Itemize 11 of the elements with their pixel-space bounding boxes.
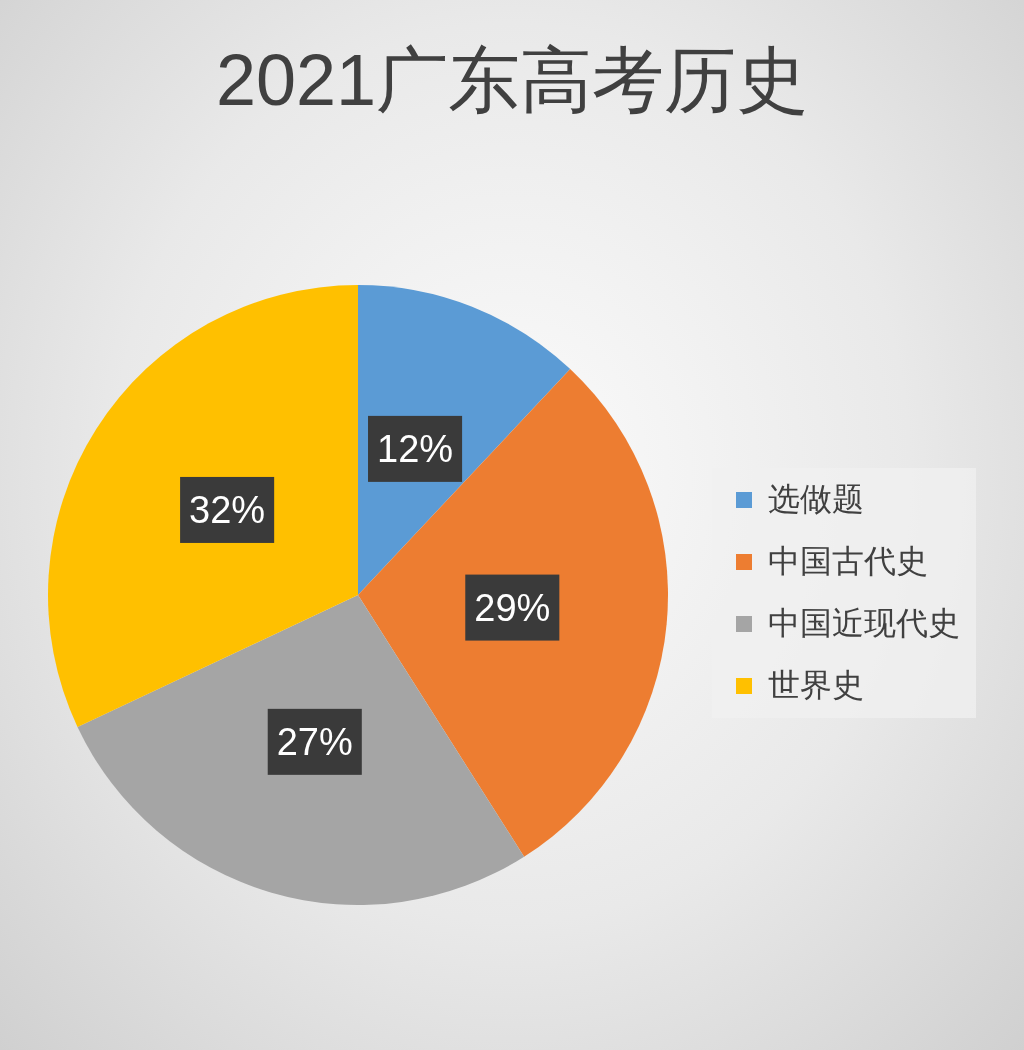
- data-label: 27%: [276, 720, 353, 763]
- pie-slice: [358, 369, 668, 857]
- legend-label: 选做题: [768, 481, 864, 517]
- chart-title: 2021广东高考历史: [215, 40, 809, 120]
- legend-label: 中国古代史: [768, 543, 928, 579]
- legend-label: 中国近现代史: [768, 605, 960, 641]
- data-label: 12%: [377, 427, 454, 470]
- legend-label: 世界史: [768, 667, 864, 703]
- data-label: 32%: [189, 488, 266, 531]
- pie-slice: [48, 285, 358, 727]
- data-label: 29%: [474, 586, 551, 629]
